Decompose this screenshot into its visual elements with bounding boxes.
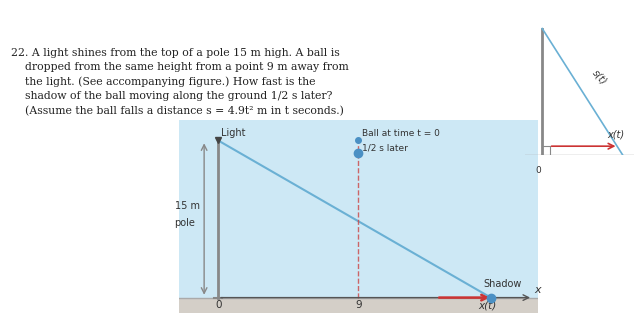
Text: 0: 0	[215, 300, 221, 310]
Text: x: x	[534, 286, 541, 296]
Text: 22. A light shines from the top of a pole 15 m high. A ball is
    dropped from : 22. A light shines from the top of a pol…	[11, 48, 349, 116]
Text: Ball at time t = 0: Ball at time t = 0	[362, 129, 440, 138]
Text: pole: pole	[175, 218, 195, 228]
Text: 1/2 s later: 1/2 s later	[362, 143, 408, 152]
Text: Light: Light	[221, 128, 246, 138]
Text: s(t): s(t)	[590, 67, 609, 86]
Text: x(t): x(t)	[607, 129, 625, 139]
Text: x(t): x(t)	[478, 300, 497, 310]
Bar	[179, 297, 538, 313]
Text: Shadow: Shadow	[483, 279, 522, 289]
Text: 15 m: 15 m	[175, 201, 200, 211]
Text: 9: 9	[355, 300, 362, 310]
Text: 0: 0	[536, 166, 541, 175]
